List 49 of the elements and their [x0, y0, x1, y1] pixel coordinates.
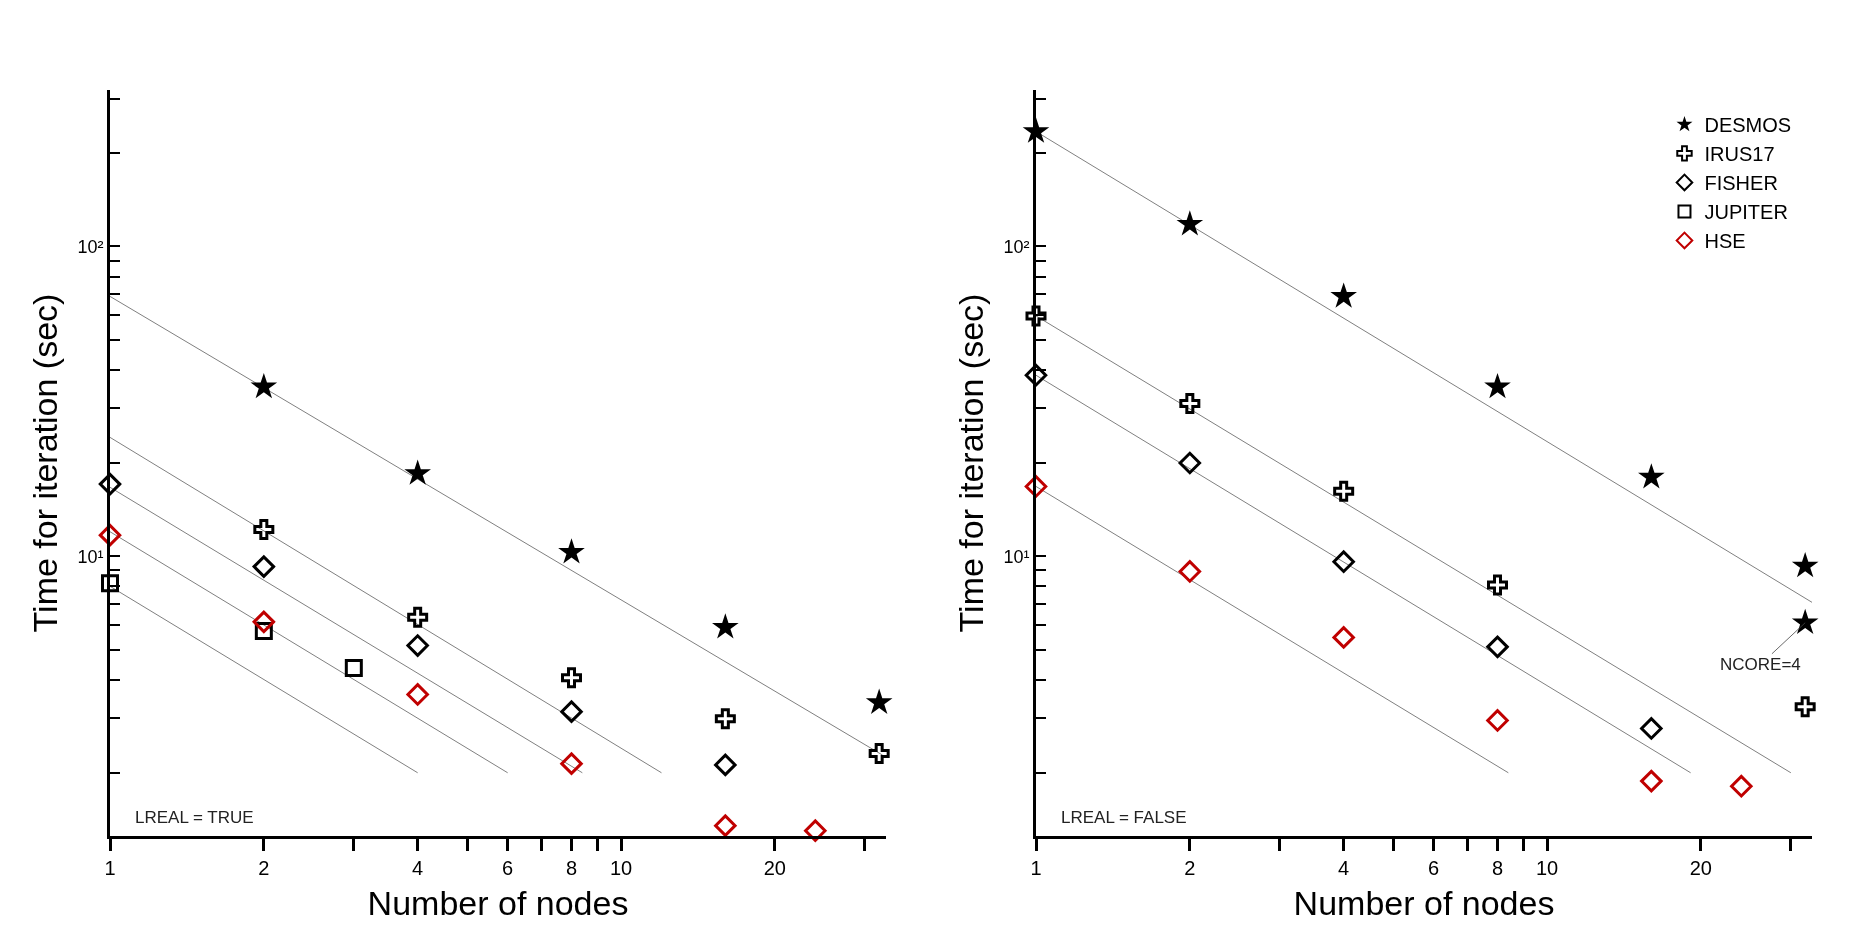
point	[1179, 393, 1201, 415]
x-tick-label: 1	[1030, 857, 1042, 879]
legend-label: JUPITER	[1704, 201, 1788, 224]
y-tick-label: 10¹	[1003, 546, 1030, 567]
y-tick-label: 10¹	[77, 546, 104, 567]
point	[1176, 210, 1204, 236]
point	[1791, 552, 1819, 578]
annotation: LREAL = TRUE	[135, 808, 254, 827]
x-tick-label: 8	[565, 857, 578, 879]
x-tick-label: 6	[1428, 857, 1440, 879]
x-tick-label: 4	[1338, 857, 1350, 879]
x-tick-label: 2	[258, 857, 270, 879]
x-axis-title: Number of nodes	[1293, 884, 1555, 923]
y-tick-label: 10²	[77, 236, 104, 257]
x-axis-title: Number of nodes	[367, 884, 629, 923]
point	[1178, 451, 1202, 475]
point	[1025, 305, 1047, 327]
point	[1484, 372, 1511, 399]
x-tick-label: 10	[1535, 857, 1559, 879]
point	[1024, 363, 1048, 387]
point	[1024, 475, 1048, 498]
x-tick-label: 8	[1491, 857, 1504, 879]
x-tick-label: 6	[502, 857, 514, 879]
point	[1486, 709, 1509, 732]
y-tick-label: 10²	[1003, 236, 1030, 257]
y-axis-title: Time for iteration (sec)	[951, 293, 990, 633]
annotation: NCORE=4	[1720, 655, 1801, 674]
point	[1332, 550, 1355, 573]
legend-label: DESMOS	[1704, 114, 1792, 137]
point	[1640, 769, 1663, 793]
legend-label: HSE	[1704, 230, 1746, 253]
x-tick-label: 20	[1689, 857, 1712, 879]
legend-label: FISHER	[1704, 172, 1778, 195]
point	[1486, 635, 1509, 659]
x-tick-label: 4	[412, 857, 424, 879]
x-tick-label: 20	[763, 857, 786, 879]
legend-label: IRUS17	[1704, 143, 1775, 166]
x-tick-label: 2	[1184, 857, 1196, 879]
point	[1487, 574, 1508, 596]
point	[1178, 560, 1202, 583]
y-axis-title: Time for iteration (sec)	[25, 293, 64, 633]
point	[1332, 626, 1355, 649]
point	[1640, 717, 1663, 740]
point	[1333, 480, 1355, 502]
annotation: LREAL = FALSE	[1061, 808, 1187, 827]
point	[1330, 282, 1357, 308]
x-tick-label: 1	[104, 857, 116, 879]
point	[1638, 463, 1665, 489]
x-tick-label: 10	[609, 857, 633, 879]
